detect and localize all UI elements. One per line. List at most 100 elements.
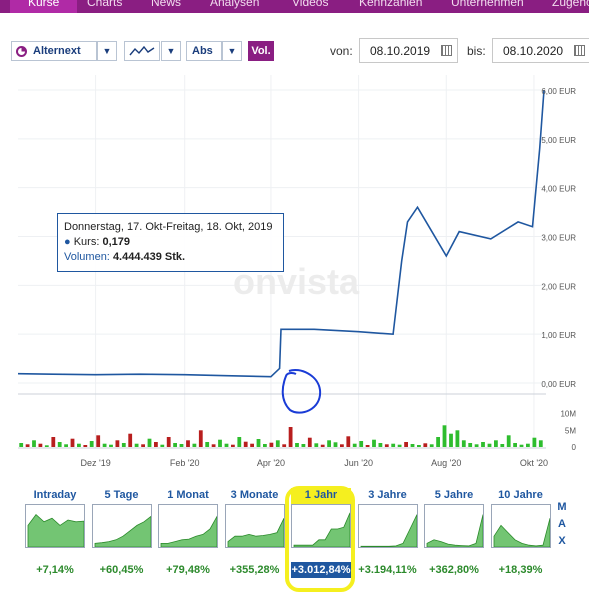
volume-bar [237,437,242,447]
thumbnail-area [293,512,351,548]
volume-bar [147,438,152,447]
volume-bar [77,443,81,447]
volume-bar [436,437,440,447]
period-label: 5 Jahre [434,489,474,501]
tab-kurse[interactable]: Kurse [10,0,78,13]
thumbnail-area [493,518,550,548]
volume-bar [391,443,396,447]
x-tick-label: Aug '20 [431,458,461,468]
calendar-icon[interactable] [441,45,452,56]
period-value: +18,39% [498,564,543,576]
volume-bar [224,443,229,447]
volume-bar [83,445,88,447]
period-value: +60,45% [99,564,144,576]
volume-tick-label: 5M [565,426,576,435]
period-intraday[interactable]: Intraday +7,14% [25,488,85,576]
volume-bar [500,444,505,447]
volume-bar [25,444,30,447]
volume-bar [44,445,49,447]
volume-bar [307,437,312,447]
exchange-dropdown-arrow[interactable]: ▼ [97,41,117,61]
volume-bar [340,444,344,447]
period-thumbnail [91,504,152,548]
volume-bar [51,437,56,447]
period-label: Intraday [33,489,77,501]
volume-bar [256,439,261,447]
volume-bar [160,444,165,447]
exchange-label: Alternext [33,45,81,57]
volume-bar [378,443,383,447]
volume-tick-label: 10M [560,410,576,419]
volume-toggle-button[interactable]: Vol. [248,41,274,61]
from-date-input[interactable]: 08.10.2019 [359,38,458,63]
period-thumbnail [25,504,85,548]
volume-bar [301,444,306,447]
volume-bar [397,444,402,447]
volume-bar [352,443,357,447]
tab-videos[interactable]: Videos [292,0,329,9]
period-3-monate[interactable]: 3 Monate +355,28% [224,488,285,576]
thumbnail-area [160,514,218,548]
period-label: 3 Monate [230,489,279,501]
volume-bar [506,435,511,447]
volume-bar [314,443,319,447]
volume-bar [70,438,75,447]
volume-bar [346,436,351,447]
period-3-jahre[interactable]: 3 Jahre +3.194,11% [357,488,418,576]
volume-bar [455,430,460,447]
volume-bar [410,444,415,447]
volume-bar [263,444,267,447]
volume-bar [19,443,24,447]
tooltip-kurs-value: 0,179 [102,236,130,248]
line-chart-icon [129,45,155,56]
volume-bar [186,440,190,447]
exchange-select[interactable]: Alternext [11,41,97,61]
volume-bar [166,437,171,447]
calendar-icon[interactable] [574,45,585,56]
volume-bar [468,443,473,447]
max-period-button[interactable]: M A X [557,499,567,550]
scale-select[interactable]: Abs [186,41,222,61]
volume-bars [19,425,543,447]
volume-bar [38,443,43,447]
volume-bar [205,442,210,447]
volume-bar [179,444,184,447]
period-5-jahre[interactable]: 5 Jahre +362,80% [424,488,484,576]
chart-type-dropdown-arrow[interactable]: ▼ [161,41,181,61]
period-5-tage[interactable]: 5 Tage +60,45% [91,488,152,576]
scale-dropdown-arrow[interactable]: ▼ [222,41,242,61]
thumbnail-area [94,515,151,548]
thumbnail-area [426,514,484,548]
period-1-monat[interactable]: 1 Monat +79,48% [158,488,218,576]
volume-bar [327,440,331,447]
tab-zugehoer[interactable]: Zugehör [552,0,589,9]
thumbnail-area [227,518,284,548]
period-1-jahr[interactable]: 1 Jahr +3.012,84% [285,486,355,592]
volume-bar [134,443,139,447]
volume-bar [372,439,376,447]
volume-bar [461,440,466,447]
volume-bar [269,442,274,447]
volume-bar [365,445,370,447]
bullet-icon: ● [64,236,71,248]
tab-kennzahlen[interactable]: Kennzahlen [359,0,423,9]
period-thumbnail [158,504,218,548]
volume-bar [121,443,126,447]
tab-charts[interactable]: Charts [87,0,123,9]
volume-bar [429,444,434,447]
volume-bar [243,441,248,447]
y-tick-label: 4,00 EUR [541,185,576,194]
volume-bar [141,444,145,447]
y-tick-label: 2,00 EUR [541,282,576,291]
period-value: +3.194,11% [358,564,417,576]
period-label: 1 Monat [167,489,209,501]
tab-unternehmen[interactable]: Unternehmen [451,0,524,9]
chart-type-select[interactable] [124,41,160,61]
period-10-jahre[interactable]: 10 Jahre +18,39% [490,488,551,576]
period-value: +362,80% [429,564,479,576]
to-date-input[interactable]: 08.10.2020 [492,38,589,63]
x-tick-label: Okt '20 [520,458,548,468]
tab-analysen[interactable]: Analysen [210,0,260,9]
tab-news[interactable]: News [151,0,182,9]
